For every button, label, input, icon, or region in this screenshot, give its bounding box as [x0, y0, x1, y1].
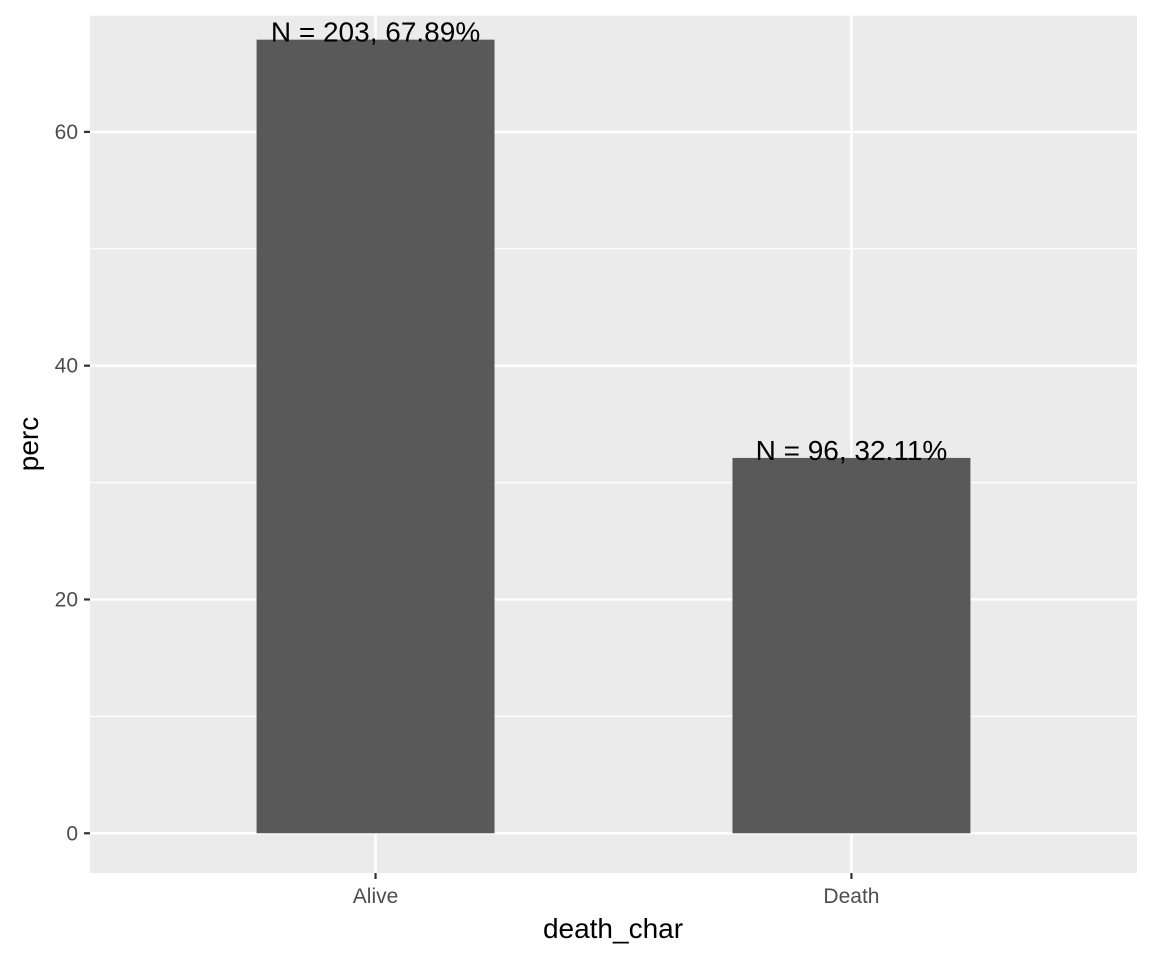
- data-labels: N = 203, 67.89% N = 96, 32.11%: [271, 17, 947, 466]
- y-tick-label: 60: [55, 121, 78, 144]
- x-tick-label-death: Death: [823, 885, 879, 908]
- data-label-alive: N = 203, 67.89%: [271, 17, 480, 48]
- bars: [256, 39, 971, 834]
- x-axis: Alive Death: [353, 873, 879, 908]
- plot-panel: [90, 15, 1137, 873]
- y-axis: 0 20 40 60: [55, 121, 90, 845]
- y-tick-label: 0: [66, 822, 78, 845]
- bar-alive: [256, 39, 495, 834]
- y-axis-title: perc: [13, 417, 44, 471]
- y-tick-label: 40: [55, 355, 78, 378]
- x-axis-title: death_char: [543, 913, 683, 944]
- y-tick-label: 20: [55, 588, 78, 611]
- data-label-death: N = 96, 32.11%: [756, 435, 948, 466]
- bar-death: [732, 457, 971, 834]
- x-tick-label-alive: Alive: [353, 885, 399, 908]
